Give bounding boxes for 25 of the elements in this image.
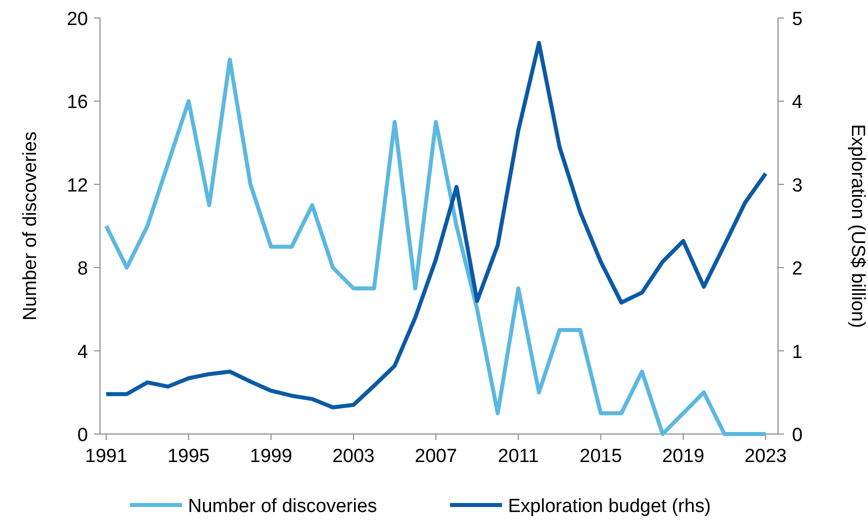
y2-tick-label: 1 bbox=[792, 342, 803, 363]
y-axis-title: Number of discoveries bbox=[20, 131, 41, 321]
x-tick-label: 2019 bbox=[662, 446, 704, 467]
x-tick-label: 1991 bbox=[85, 446, 128, 467]
legend-label: Exploration budget (rhs) bbox=[508, 496, 711, 517]
legend-label: Number of discoveries bbox=[188, 496, 378, 517]
x-tick-label: 2003 bbox=[332, 446, 375, 467]
y-tick-label: 16 bbox=[66, 92, 88, 114]
x-tick-label: 2015 bbox=[580, 446, 622, 467]
y2-tick-label: 5 bbox=[792, 9, 803, 30]
y-tick-label: 20 bbox=[66, 9, 88, 30]
x-tick-label: 2023 bbox=[744, 446, 787, 467]
y2-tick-label: 4 bbox=[792, 92, 803, 114]
y-tick-label: 4 bbox=[77, 342, 88, 363]
y2-axis-title: Exploration (US$ billion) bbox=[847, 124, 868, 328]
x-tick-label: 2011 bbox=[498, 446, 539, 467]
y-tick-label: 0 bbox=[77, 425, 88, 446]
x-tick-label: 1999 bbox=[250, 446, 292, 467]
x-tick-label: 2007 bbox=[414, 446, 458, 467]
y2-tick-label: 3 bbox=[792, 175, 803, 196]
y-tick-label: 8 bbox=[77, 258, 88, 280]
y2-tick-label: 2 bbox=[792, 258, 803, 280]
y-tick-label: 12 bbox=[66, 175, 88, 196]
x-tick-label: 1995 bbox=[167, 446, 210, 467]
y2-tick-label: 0 bbox=[792, 425, 803, 446]
